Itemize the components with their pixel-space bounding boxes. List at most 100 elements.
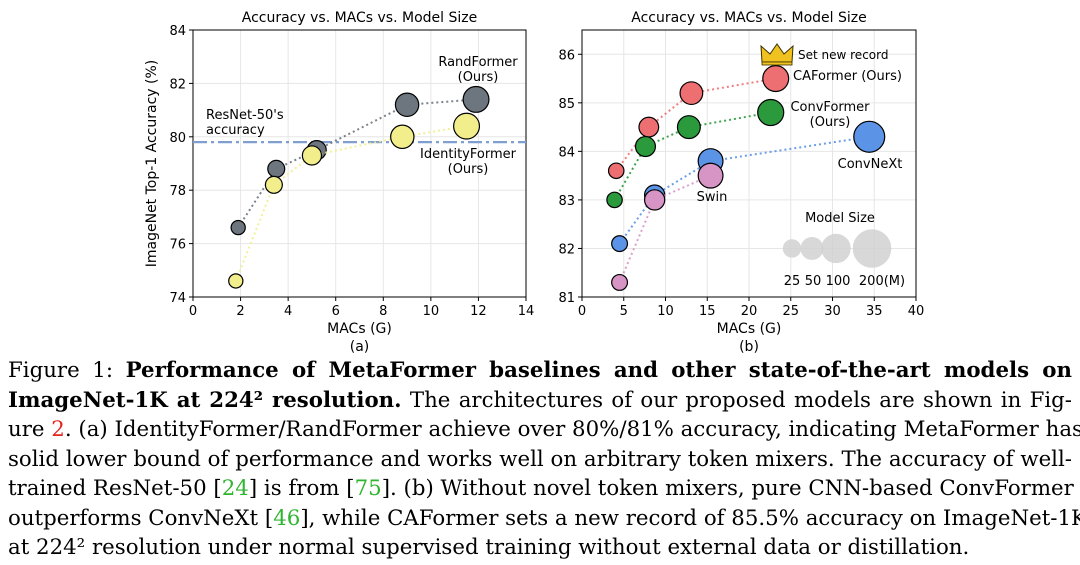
crown-icon <box>760 43 794 63</box>
y-tick-label: 82 <box>169 77 186 92</box>
caption-line: trained ResNet-50 [24] is from [75]. (b)… <box>8 474 1074 504</box>
y-tick-label: 86 <box>558 48 575 63</box>
crown-base <box>761 61 793 66</box>
caption-text: trained ResNet-50 [ <box>8 476 222 501</box>
series-label-convnext-line-0: ConvNeXt <box>838 157 903 172</box>
x-tick-label: 25 <box>782 304 799 319</box>
x-tick-label: 0 <box>189 304 197 319</box>
x-tick-label: 35 <box>866 304 883 319</box>
point-caformer-3 <box>762 65 790 93</box>
size-legend-label-25: 25 <box>784 274 801 289</box>
y-tick-label: 80 <box>169 131 186 146</box>
size-legend-bubble-100 <box>821 233 851 264</box>
y-tick-label: 82 <box>558 242 575 257</box>
x-tick-label: 0 <box>578 304 586 319</box>
series-label-randformer-line-1: (Ours) <box>458 70 499 85</box>
series-line-randformer <box>237 98 477 229</box>
series-label-convformer-line-1: (Ours) <box>810 115 851 130</box>
point-convformer-2 <box>676 115 701 140</box>
size-legend-title: Model Size <box>805 211 875 226</box>
point-swin-0 <box>611 273 629 291</box>
new-record-annotation: Set new record <box>798 48 888 62</box>
x-tick-label: 30 <box>824 304 841 319</box>
caption-text: The architectures of our proposed models… <box>401 387 1072 413</box>
caption-text: ]. (b) Without novel token mixers, pure … <box>381 476 1074 501</box>
caption-text: . (a) IdentityFormer/RandFormer achieve … <box>64 417 1080 442</box>
point-randformer-0 <box>230 219 246 236</box>
series-label-identityformer-line-1: (Ours) <box>448 162 489 177</box>
y-tick-label: 83 <box>558 194 575 209</box>
point-identityformer-2 <box>301 145 323 166</box>
x-tick-label: 8 <box>379 304 387 319</box>
point-convnext-3 <box>853 120 886 153</box>
y-tick-label: 78 <box>169 184 186 199</box>
series-label-convformer-line-0: ConvFormer <box>790 100 870 115</box>
caption-line: solid lower bound of performance and wor… <box>8 445 1072 475</box>
point-randformer-1 <box>267 159 286 178</box>
series-line-swin <box>618 174 711 283</box>
point-swin-2 <box>697 162 724 189</box>
x-tick-label: 4 <box>284 304 292 319</box>
caption-text: ImageNet-1K at 224² resolution. <box>8 387 402 413</box>
caption-line: Figure 1: Performance of MetaFormer base… <box>8 356 1072 386</box>
point-identityformer-4 <box>453 112 481 140</box>
caption-line: outperforms ConvNeXt [46], while CAForme… <box>8 504 1080 534</box>
chart-title: Accuracy vs. MACs vs. Model Size <box>242 10 477 26</box>
series-label-swin-line-0: Swin <box>697 190 728 205</box>
point-caformer-1 <box>638 116 660 138</box>
chart-a: 0 2 4 6 8 10 12 14 74 76 78 80 82 84 Accuracy vs. MACs… <box>144 10 534 355</box>
y-axis-label: ImageNet Top-1 Accuracy (%) <box>144 60 160 268</box>
point-randformer-3 <box>394 92 420 118</box>
axes-frame <box>192 29 527 298</box>
point-convnext-0 <box>611 235 629 253</box>
point-swin-1 <box>643 189 666 211</box>
citation-link[interactable]: 2 <box>51 417 65 442</box>
chart-title: Accuracy vs. MACs vs. Model Size <box>631 10 866 26</box>
y-tick-label: 84 <box>558 145 575 160</box>
x-tick-label: 6 <box>332 304 340 319</box>
series-label-identityformer-line-0: IdentityFormer <box>420 147 517 162</box>
citation-link[interactable]: 75 <box>354 476 382 501</box>
series-label-caformer-line-0: CAFormer (Ours) <box>793 69 902 84</box>
x-tick-label: 2 <box>236 304 244 319</box>
subfigure-label: (b) <box>739 339 759 355</box>
caption-line: ure 2. (a) IdentityFormer/RandFormer ach… <box>8 415 1080 445</box>
caption-text: ure <box>8 417 52 442</box>
citation-link[interactable]: 46 <box>273 505 301 531</box>
series-label-randformer-line-0: RandFormer <box>438 55 518 70</box>
series-line-convnext <box>618 135 870 245</box>
point-identityformer-3 <box>390 124 415 150</box>
x-axis-label: MACs (G) <box>327 321 392 337</box>
caption-text: ] is from [ <box>248 476 355 501</box>
subfigure-label: (a) <box>350 339 370 355</box>
point-identityformer-0 <box>228 273 244 289</box>
x-tick-label: 14 <box>518 304 535 319</box>
citation-link[interactable]: 24 <box>221 476 249 501</box>
x-tick-label: 10 <box>657 304 674 319</box>
chart-b: 0 5 10 15 20 25 30 35 40 81 82 83 84 85 86 Accuracy vs.… <box>558 10 924 355</box>
x-axis-label: MACs (G) <box>717 321 782 337</box>
x-tick-label: 15 <box>699 304 716 319</box>
caption-text: at 224² resolution under normal supervis… <box>8 535 970 560</box>
series-line-convformer <box>613 111 771 201</box>
reference-label-line-1: accuracy <box>206 123 265 138</box>
point-randformer-4 <box>462 85 490 113</box>
reference-label-line-0: ResNet-50's <box>206 108 284 123</box>
size-legend-label-200(M): 200(M) <box>859 274 905 289</box>
caption-text: Performance of MetaFormer baselines and … <box>125 358 1072 383</box>
size-legend-bubble-25 <box>782 239 802 258</box>
x-tick-label: 40 <box>908 304 925 319</box>
point-convformer-1 <box>634 135 657 158</box>
point-convformer-3 <box>757 98 785 127</box>
point-caformer-0 <box>607 162 625 180</box>
y-tick-label: 81 <box>558 291 575 306</box>
point-identityformer-1 <box>264 175 283 194</box>
figure-1: 0 2 4 6 8 10 12 14 74 76 78 80 82 84 Accuracy vs. MACs… <box>144 10 924 355</box>
caption-line: at 224² resolution under normal supervis… <box>8 533 1072 563</box>
caption-line: ImageNet-1K at 224² resolution. The arch… <box>8 386 1072 416</box>
point-convformer-0 <box>606 191 623 209</box>
size-legend-label-100: 100 <box>826 274 851 289</box>
size-legend-bubble-200(M) <box>852 229 892 268</box>
x-tick-label: 10 <box>423 304 440 319</box>
